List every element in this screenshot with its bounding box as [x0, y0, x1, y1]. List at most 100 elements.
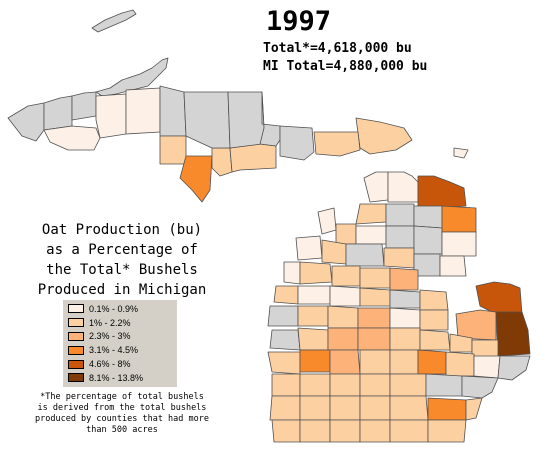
mi-total-bushels: MI Total=4,880,000 bu — [263, 59, 428, 74]
legend-swatch — [68, 359, 84, 369]
county-mecosta — [327, 305, 359, 329]
county-presque-isle — [417, 175, 467, 209]
county-clinton — [389, 327, 421, 351]
county-muskegon — [269, 329, 301, 351]
county-gogebic — [7, 102, 45, 142]
county-iron — [43, 125, 101, 151]
county-allegan — [299, 349, 331, 373]
legend-item: 2.3% - 3% — [63, 330, 177, 344]
county-luce — [229, 143, 277, 173]
county-bay — [419, 289, 449, 311]
county-sanilac — [495, 311, 531, 357]
county-macomb — [473, 355, 501, 379]
map-title-line: as a Percentage of — [46, 242, 198, 258]
county-gratiot — [389, 307, 421, 329]
county-gladwin — [359, 267, 391, 289]
county-ingham — [389, 349, 419, 375]
county-keweenaw — [95, 57, 169, 97]
footnote-line: is derived from the total bushels — [37, 403, 207, 413]
map-title-line: Produced in Michigan — [37, 282, 207, 298]
county-antrim — [335, 223, 357, 245]
county-mason — [273, 285, 299, 305]
map-title-line: the Total* Bushels — [46, 262, 198, 278]
legend-swatch — [68, 373, 84, 383]
legend: 0.1% - 0.9% 1% - 2.2% 2.3% - 3% 3.1% - 4… — [63, 300, 177, 387]
legend-label: 8.1% - 13.8% — [89, 372, 144, 383]
county-hillsdale — [389, 395, 429, 421]
county-drummond — [453, 147, 469, 159]
county-alger — [159, 85, 187, 137]
legend-item: 4.6% - 8% — [63, 357, 177, 371]
county-otsego — [385, 203, 415, 227]
county-jackson — [359, 373, 391, 397]
legend-label: 3.1% - 4.5% — [89, 345, 139, 356]
county-tuscola — [455, 309, 497, 341]
legend-label: 4.6% - 8% — [89, 359, 131, 370]
county-osceola — [329, 285, 361, 307]
legend-item: 1% - 2.2% — [63, 316, 177, 330]
county-saginaw — [419, 309, 449, 331]
county-kalamazoo — [299, 373, 331, 397]
county-kalkaska — [345, 243, 385, 267]
county-barry — [329, 349, 361, 375]
county-st-clair — [497, 355, 531, 381]
county-lake — [297, 285, 331, 305]
total-bushels: Total*=4,618,000 bu — [263, 41, 412, 56]
county-montmorency — [413, 205, 443, 229]
county-crawford — [355, 225, 387, 245]
county-livingston — [417, 349, 447, 375]
county-arenac — [439, 255, 467, 277]
county-leelanau — [317, 207, 337, 235]
map-title-line: Oat Production (bu) — [41, 222, 203, 238]
county-wayne-e — [461, 375, 499, 399]
county-sw-3 — [329, 419, 361, 443]
county-ottawa — [267, 351, 301, 375]
county-mackinac-e — [259, 91, 281, 147]
county-shiawassee — [419, 329, 451, 351]
county-oceana — [267, 305, 299, 327]
map-title: Oat Production (bu) as a Percentage of t… — [6, 220, 238, 300]
county-st-joseph — [329, 395, 361, 421]
county-van-buren — [271, 373, 301, 397]
county-newaygo — [297, 305, 329, 327]
county-montcalm — [357, 307, 391, 329]
county-menominee — [179, 155, 213, 203]
legend-label: 2.3% - 3% — [89, 331, 131, 342]
county-ontonagon — [43, 95, 73, 131]
legend-item: 3.1% - 4.5% — [63, 343, 177, 357]
county-chippewa-w — [279, 125, 315, 161]
county-berrien — [269, 395, 301, 421]
county-marquette — [125, 87, 161, 135]
legend-label: 0.1% - 0.9% — [89, 303, 139, 314]
county-mackinac-w — [227, 91, 265, 149]
footnote-line: *The percentage of total bushels — [40, 392, 204, 402]
county-benzie — [295, 235, 323, 261]
county-branch — [359, 395, 391, 421]
county-alcona — [413, 225, 443, 255]
year-heading: 1997 — [266, 6, 332, 37]
county-emmet — [363, 171, 389, 203]
county-missaukee — [331, 265, 361, 287]
county-oakland — [445, 351, 475, 377]
legend-item: 8.1% - 13.8% — [63, 371, 177, 385]
county-sw-5 — [389, 419, 429, 443]
county-huron — [475, 281, 523, 317]
county-sw-1 — [271, 419, 301, 443]
county-cheboygan — [387, 171, 419, 203]
county-iosco — [441, 231, 477, 257]
county-oscoda — [385, 225, 415, 249]
footnote-line: produced by counties that had more — [35, 414, 209, 424]
county-roscommon — [383, 247, 415, 269]
county-manistee — [283, 261, 301, 285]
county-cass — [299, 395, 331, 421]
county-sw-2 — [299, 419, 331, 443]
county-monroe — [465, 397, 483, 421]
county-kent — [327, 327, 359, 351]
county-clare — [389, 267, 419, 291]
county-midland — [389, 289, 421, 309]
county-eaton — [359, 349, 391, 375]
footnote-line: than 500 acres — [86, 425, 158, 435]
county-ionia — [357, 327, 391, 351]
county-chippewa — [355, 117, 413, 155]
legend-label: 1% - 2.2% — [89, 317, 131, 328]
